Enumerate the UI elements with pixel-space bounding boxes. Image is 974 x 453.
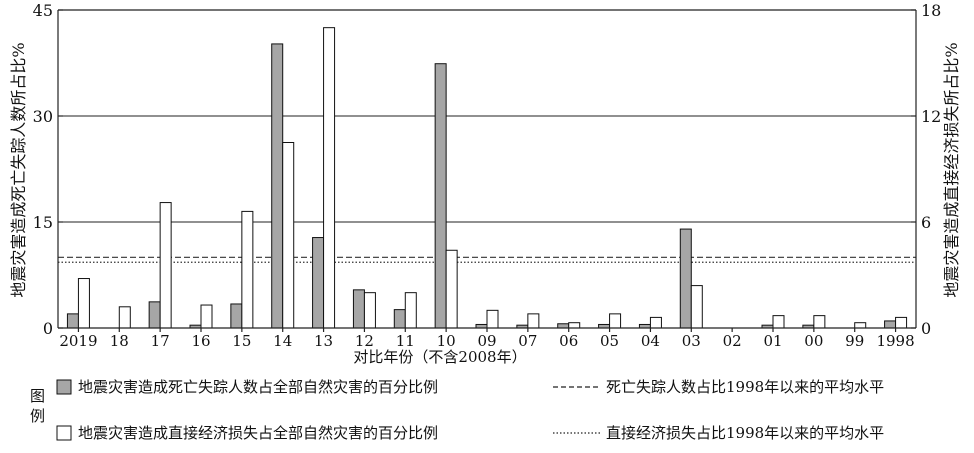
legend-swatch-deaths <box>56 379 72 395</box>
x-tick-label: 2019 <box>59 332 97 350</box>
y2-tick-label: 0 <box>921 319 931 338</box>
x-tick-label: 1998 <box>876 332 914 350</box>
x-tick-label: 05 <box>600 332 619 350</box>
x-tick-label: 14 <box>273 332 292 350</box>
y-tick-label: 15 <box>33 213 53 232</box>
x-tick-label: 15 <box>232 332 251 350</box>
bar-losses-06 <box>568 322 581 329</box>
legend: 图例 地震灾害造成死亡失踪人数占全部自然灾害的百分比例 地震灾害造成直接经济损失… <box>30 378 884 442</box>
x-tick-label: 02 <box>723 332 742 350</box>
legend-title-char: 图 <box>30 387 45 405</box>
bar-losses-09 <box>486 309 499 329</box>
legend-entry-deaths: 地震灾害造成死亡失踪人数占全部自然灾害的百分比例 <box>78 378 438 396</box>
bar-deaths-2019 <box>66 313 79 329</box>
y2-tick-label: 18 <box>921 1 941 20</box>
bars <box>66 27 908 329</box>
grid-layer <box>58 115 916 223</box>
reference-lines <box>58 256 916 263</box>
x-tick-label: 03 <box>682 332 701 350</box>
bar-deaths-10 <box>434 63 447 329</box>
x-tick-label: 00 <box>804 332 823 350</box>
x-tick-label: 17 <box>151 332 170 350</box>
bar-losses-13 <box>323 27 336 329</box>
y-axis-label: 地震灾害造成死亡失踪人数所占比% <box>9 42 28 297</box>
x-tick-label: 12 <box>355 332 374 350</box>
x-axis-label: 对比年份（不含2008年） <box>353 348 526 366</box>
bar-losses-18 <box>118 306 131 329</box>
bar-deaths-06 <box>557 323 570 329</box>
x-tick-label: 07 <box>518 332 537 350</box>
bar-losses-14 <box>282 142 295 329</box>
x-tick-label: 18 <box>110 332 129 350</box>
bar-losses-10 <box>445 249 458 329</box>
y-tick-label: 0 <box>43 319 53 338</box>
x-tick-label: 99 <box>845 332 864 350</box>
y2-axis-label: 地震灾害造成直接经济损失所占比% <box>942 42 961 297</box>
x-tick-label: 09 <box>477 332 496 350</box>
bar-deaths-1998 <box>884 320 897 329</box>
bar-losses-04 <box>649 316 662 329</box>
x-tick-label: 16 <box>191 332 210 350</box>
y2-tick-label: 12 <box>921 107 941 126</box>
bar-losses-12 <box>363 292 376 329</box>
bar-losses-05 <box>609 313 622 329</box>
x-tick-label: 13 <box>314 332 333 350</box>
bar-losses-03 <box>690 285 703 329</box>
legend-title-char: 例 <box>30 407 45 425</box>
bar-deaths-12 <box>352 289 365 329</box>
bar-losses-07 <box>527 313 540 329</box>
bar-deaths-03 <box>679 228 692 329</box>
bar-deaths-15 <box>230 303 243 329</box>
bar-losses-11 <box>404 292 417 329</box>
y-tick-label: 45 <box>33 1 53 20</box>
legend-swatch-losses <box>56 425 72 441</box>
x-tick-label: 04 <box>641 332 660 350</box>
bar-losses-99 <box>854 322 867 329</box>
bar-losses-01 <box>772 315 785 329</box>
bar-deaths-17 <box>148 301 161 329</box>
bar-losses-1998 <box>895 316 908 329</box>
x-tick-label: 01 <box>763 332 782 350</box>
axes <box>57 9 917 329</box>
x-tick-label: 06 <box>559 332 578 350</box>
legend-entry-losses: 地震灾害造成直接经济损失占全部自然灾害的百分比例 <box>78 424 438 442</box>
bar-deaths-14 <box>271 43 284 329</box>
bar-deaths-13 <box>312 237 325 329</box>
bar-losses-00 <box>813 315 826 329</box>
bar-losses-17 <box>159 202 172 329</box>
legend-entry-avg-losses: 直接经济损失占比1998年以来的平均水平 <box>606 424 884 442</box>
bar-deaths-11 <box>393 309 406 329</box>
bar-losses-2019 <box>77 278 90 329</box>
x-tick-label: 10 <box>437 332 456 350</box>
legend-title: 图例 <box>30 387 45 425</box>
x-tick-label: 11 <box>396 332 415 350</box>
y2-tick-label: 6 <box>921 213 931 232</box>
bar-losses-16 <box>200 304 213 329</box>
legend-entry-avg-deaths: 死亡失踪人数占比1998年以来的平均水平 <box>606 378 884 396</box>
bar-losses-15 <box>241 210 254 329</box>
y-tick-label: 30 <box>33 107 53 126</box>
